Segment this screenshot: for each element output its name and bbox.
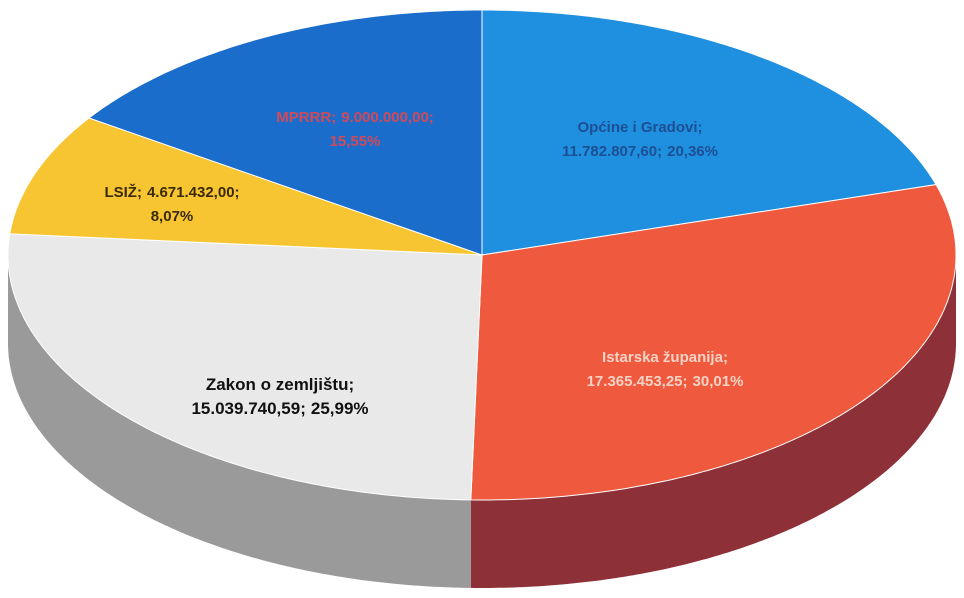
label-percent: 20,36% (667, 143, 718, 160)
label-percent: 30,01% (693, 373, 744, 390)
label-separator: ; (235, 184, 240, 201)
pie-slice (87, 9, 483, 256)
label-percent: 15,55% (330, 133, 381, 150)
label-amount: 9.000.000,00 (341, 109, 429, 126)
pie-slice (7, 233, 483, 501)
label-name: Zakon o zemljištu (206, 375, 349, 394)
pie-slice (9, 117, 483, 256)
data-label: MPRRR; 9.000.000,00; 15,55% (276, 109, 434, 150)
label-percent: 8,07% (151, 208, 194, 225)
label-separator: ; (429, 109, 434, 126)
label-name: LSIŽ (104, 183, 137, 201)
data-label: Općine i Gradovi; 11.782.807,60; 20,36% (562, 119, 718, 160)
label-name: MPRRR (276, 109, 331, 126)
label-name: Istarska županija (602, 349, 724, 366)
label-separator: ; (683, 373, 688, 390)
label-separator: ; (348, 375, 354, 394)
data-label: Zakon o zemljištu; 15.039.740,59; 25,99% (191, 375, 368, 418)
data-label: Istarska županija; 17.365.453,25; 30,01% (587, 349, 744, 390)
pie-slice (481, 9, 937, 256)
label-name: Općine i Gradovi (577, 119, 697, 136)
label-amount: 17.365.453,25 (587, 373, 683, 390)
label-amount: 11.782.807,60 (562, 143, 657, 160)
pie-side (8, 255, 471, 588)
label-amount: 4.671.432,00 (147, 184, 235, 201)
label-separator: ; (723, 349, 728, 366)
label-separator: ; (657, 143, 662, 160)
label-separator: ; (137, 184, 142, 201)
pie-side (470, 255, 956, 588)
pie-slice (470, 184, 957, 501)
label-separator: ; (331, 109, 336, 126)
label-amount: 15.039.740,59 (191, 399, 300, 418)
label-separator: ; (300, 399, 306, 418)
data-label: LSIŽ; 4.671.432,00; 8,07% (104, 183, 239, 225)
label-separator: ; (698, 119, 703, 136)
label-percent: 25,99% (311, 399, 369, 418)
